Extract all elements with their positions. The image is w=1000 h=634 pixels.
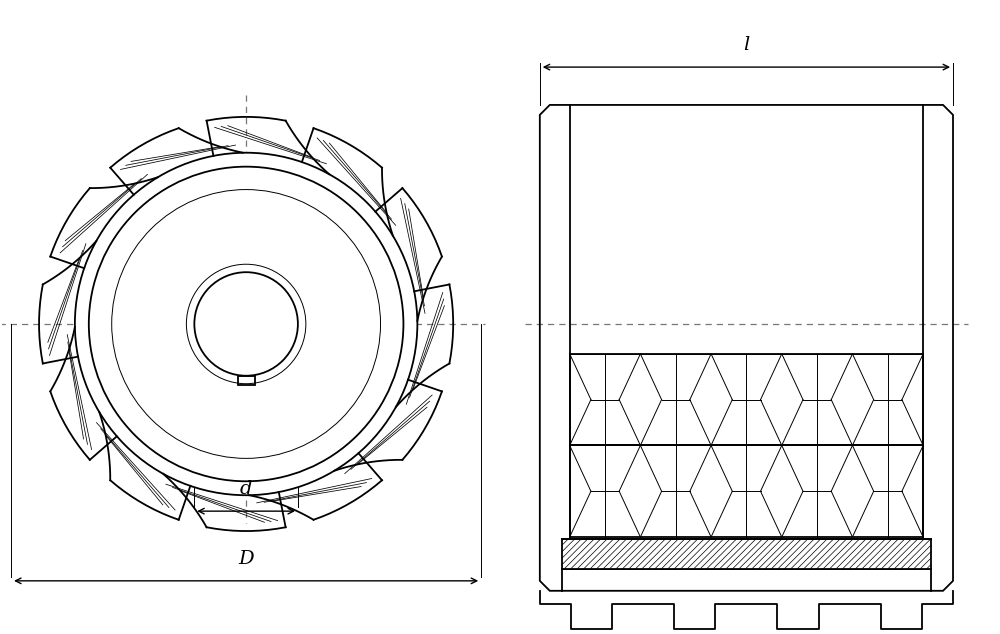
Circle shape (89, 167, 403, 481)
Circle shape (75, 153, 417, 495)
Circle shape (194, 272, 298, 376)
Text: D: D (238, 550, 254, 568)
Text: d: d (240, 480, 252, 498)
Bar (562, 539, 931, 569)
Text: l: l (743, 36, 750, 54)
